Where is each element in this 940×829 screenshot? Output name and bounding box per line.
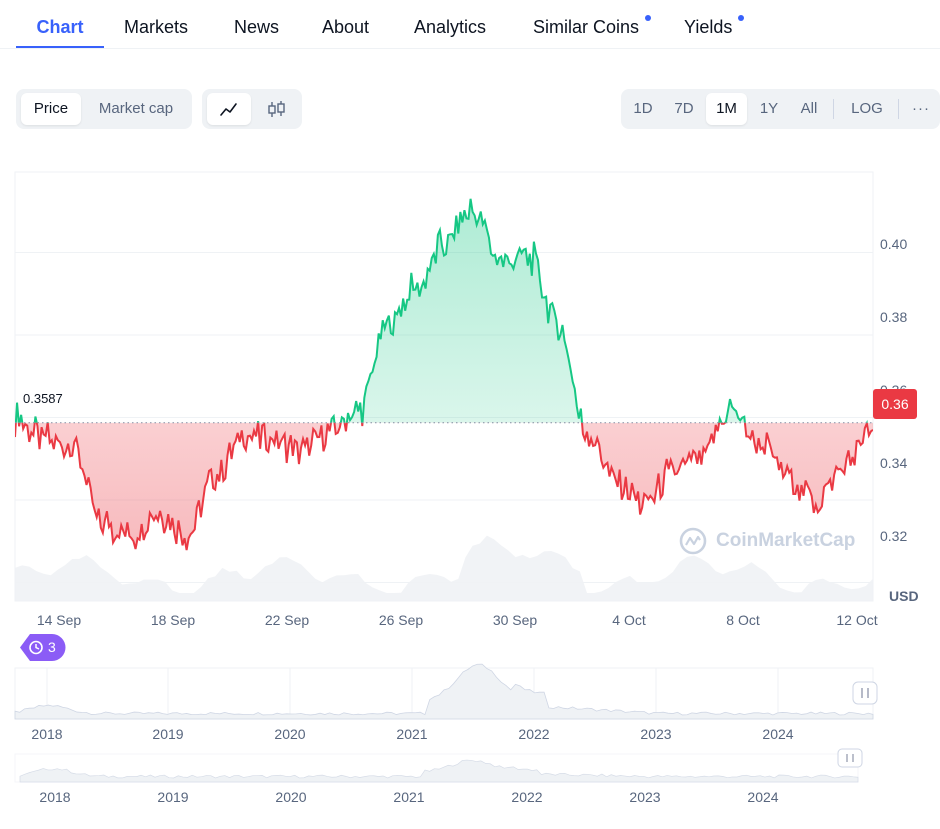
tab-about[interactable]: About xyxy=(322,17,370,37)
range-1m-button[interactable]: 1M xyxy=(706,93,747,125)
line-chart-button[interactable] xyxy=(207,93,251,125)
market-cap-button[interactable]: Market cap xyxy=(98,100,174,117)
coinmarketcap-logo-icon xyxy=(679,527,707,555)
tab-analytics[interactable]: Analytics xyxy=(414,17,487,37)
overview-year-label: 2023 xyxy=(640,726,672,742)
line-chart-icon xyxy=(220,103,237,116)
y-tick-label: 0.40 xyxy=(880,236,908,252)
watermark-text: CoinMarketCap xyxy=(716,530,856,551)
overview-year-label: 2023 xyxy=(629,789,661,805)
range-toggle: 1D 7D 1M 1Y All LOG ··· xyxy=(621,89,940,129)
history-badge-shape xyxy=(20,634,66,661)
similar-coins-new-dot xyxy=(645,15,651,21)
navigator-1-series xyxy=(14,663,874,720)
price-button[interactable]: Price xyxy=(21,93,81,125)
yields-new-dot xyxy=(738,15,744,21)
candlestick-icon xyxy=(268,101,285,117)
range-1y-button[interactable]: 1Y xyxy=(759,100,779,117)
y-tick-label: 0.34 xyxy=(880,455,908,471)
x-tick-label: 30 Sep xyxy=(492,612,538,628)
x-tick-label: 22 Sep xyxy=(264,612,310,628)
x-tick-label: 18 Sep xyxy=(150,612,196,628)
overview-year-label: 2024 xyxy=(747,789,779,805)
tab-chart[interactable]: Chart xyxy=(16,0,104,48)
y-tick-label: 0.32 xyxy=(880,528,908,544)
overview-year-label: 2024 xyxy=(762,726,794,742)
reference-price-label: 0.3587 xyxy=(20,390,66,408)
price-line-up xyxy=(15,198,868,423)
x-tick-label: 4 Oct xyxy=(612,612,646,628)
x-tick-label: 8 Oct xyxy=(726,612,760,628)
range-7d-button[interactable]: 7D xyxy=(674,100,694,117)
currency-label: USD xyxy=(889,588,919,604)
tab-news[interactable]: News xyxy=(234,17,280,37)
x-tick-label: 12 Oct xyxy=(836,612,878,628)
overview-year-label: 2018 xyxy=(31,726,63,742)
price-area-up xyxy=(15,198,873,423)
range-all-button[interactable]: All xyxy=(800,100,818,117)
navigator-2-series xyxy=(19,759,859,783)
y-tick-label: 0.38 xyxy=(880,309,908,325)
volume-area xyxy=(15,535,873,601)
divider xyxy=(833,99,834,119)
overview-year-label: 2020 xyxy=(274,726,306,742)
x-tick-label: 14 Sep xyxy=(36,612,82,628)
x-tick-label: 26 Sep xyxy=(378,612,424,628)
price-line-down xyxy=(15,422,873,551)
overview-year-label: 2020 xyxy=(275,789,307,805)
navigator-1-handle xyxy=(852,681,878,705)
overview-year-label: 2019 xyxy=(152,726,184,742)
tab-yields[interactable]: Yields xyxy=(684,17,733,37)
overview-year-label: 2021 xyxy=(396,726,428,742)
navigator-2-handle xyxy=(837,748,863,768)
candlestick-button[interactable] xyxy=(254,93,298,125)
metric-toggle: Price Market cap xyxy=(16,89,192,129)
chart-type-toggle xyxy=(202,89,302,129)
current-price-tag: 0.36 xyxy=(873,389,917,419)
overview-year-label: 2022 xyxy=(518,726,550,742)
range-1d-button[interactable]: 1D xyxy=(633,100,653,117)
history-badge[interactable]: 3 xyxy=(18,634,66,661)
tab-similar-coins[interactable]: Similar Coins xyxy=(533,17,640,37)
log-scale-button[interactable]: LOG xyxy=(851,100,883,117)
tab-markets[interactable]: Markets xyxy=(124,17,189,37)
price-area-down xyxy=(15,422,873,551)
overview-year-label: 2018 xyxy=(39,789,71,805)
overview-year-label: 2021 xyxy=(393,789,425,805)
divider xyxy=(898,99,899,119)
overview-year-label: 2022 xyxy=(511,789,543,805)
more-options-button[interactable]: ··· xyxy=(912,100,930,117)
overview-year-label: 2019 xyxy=(157,789,189,805)
tab-bar: Chart Markets News About Analytics Simil… xyxy=(0,0,940,49)
history-count: 3 xyxy=(48,639,56,655)
